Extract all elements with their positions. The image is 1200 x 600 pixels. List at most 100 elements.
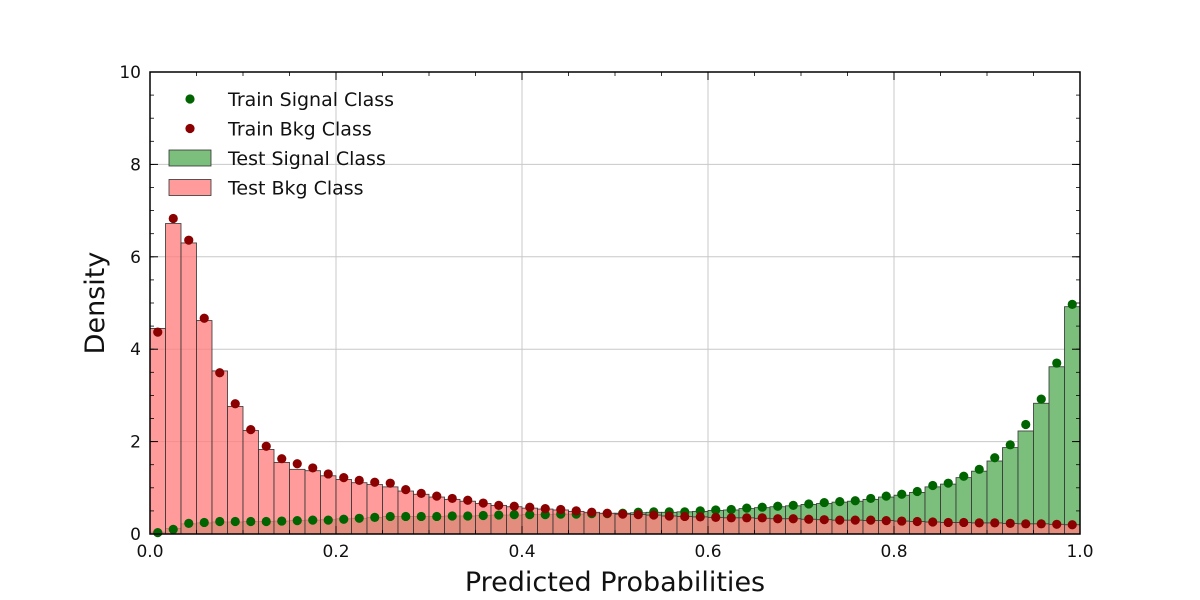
train-bkg-point — [912, 516, 922, 527]
train-signal-point — [261, 516, 271, 527]
train-signal-point — [323, 515, 333, 525]
legend-label: Train Signal Class — [227, 89, 394, 111]
train-bkg-point — [726, 513, 736, 523]
train-signal-point — [726, 504, 736, 515]
legend-swatch — [168, 179, 212, 196]
train-bkg-point — [432, 491, 442, 501]
train-bkg-point — [974, 518, 984, 528]
y-tick-label: 2 — [130, 433, 141, 453]
train-bkg-point — [897, 516, 907, 526]
train-bkg-point — [757, 513, 767, 523]
train-bkg-point — [401, 485, 411, 495]
train-bkg-point — [323, 469, 333, 479]
train-bkg-point — [711, 512, 721, 522]
train-signal-point — [168, 524, 178, 534]
train-signal-point — [478, 510, 488, 521]
train-bkg-point — [199, 313, 209, 323]
train-signal-point — [928, 480, 938, 491]
y-tick-label: 10 — [119, 63, 141, 83]
x-tick-label: 0.0 — [136, 542, 163, 562]
train-bkg-point — [804, 514, 814, 524]
test-bkg-bar — [227, 406, 244, 535]
axis-ticks: 0.0 0.2 0.4 0.6 0.8 1.0 0 2 4 6 8 10 — [119, 63, 1093, 562]
train-bkg-point — [633, 509, 643, 520]
train-signal-point — [974, 464, 984, 474]
train-bkg-point — [928, 517, 938, 527]
train-bkg-point — [680, 511, 690, 522]
legend-label: Train Bkg Class — [227, 119, 372, 141]
test-bkg-bar — [180, 242, 197, 535]
train-signal-point — [804, 499, 814, 509]
x-tick-label: 0.2 — [322, 542, 349, 562]
train-bkg-point — [494, 500, 504, 510]
test-bkg-bar — [165, 223, 182, 535]
x-tick-label: 0.4 — [508, 542, 535, 562]
train-signal-point — [711, 505, 721, 515]
train-bkg-point — [447, 493, 457, 504]
train-signal-point — [447, 511, 457, 521]
y-tick-label: 4 — [130, 340, 141, 360]
train-signal-point — [742, 503, 752, 513]
train-bkg-point — [308, 463, 318, 473]
legend-label: Test Bkg Class — [227, 178, 364, 200]
test-bkg-bar — [382, 486, 399, 535]
legend: Train Signal Class Train Bkg Class Test Si… — [168, 89, 394, 200]
train-signal-point — [308, 515, 318, 525]
train-signal-point — [1067, 299, 1077, 309]
train-bkg-point — [788, 514, 798, 524]
y-axis-label: Density — [80, 252, 111, 355]
train-bkg-point — [587, 507, 597, 517]
train-bkg-point — [339, 473, 349, 483]
train-bkg-point — [773, 514, 783, 524]
test-bkg-bar — [211, 370, 228, 535]
train-signal-point — [215, 516, 225, 527]
test-bkg-bar — [320, 475, 337, 535]
train-bkg-point — [215, 368, 225, 378]
x-axis-label: Predicted Probabilities — [465, 567, 765, 598]
x-tick-label: 0.6 — [694, 542, 721, 562]
legend-marker — [185, 123, 195, 134]
train-signal-point — [463, 511, 473, 521]
train-signal-point — [230, 516, 240, 527]
train-bkg-point — [571, 506, 581, 516]
train-bkg-point — [153, 327, 163, 337]
train-bkg-point — [478, 498, 488, 508]
train-bkg-point — [1052, 519, 1062, 529]
train-bkg-point — [835, 515, 845, 525]
train-bkg-point — [618, 509, 628, 519]
train-signal-point — [401, 511, 411, 522]
train-signal-point — [1036, 394, 1046, 404]
test-signal-bar — [1064, 306, 1081, 535]
test-signal-bar — [1017, 430, 1034, 535]
train-bkg-point — [990, 518, 1000, 528]
train-bkg-point — [292, 459, 302, 469]
train-signal-point — [432, 511, 442, 522]
test-signal-bar — [1033, 402, 1050, 535]
train-bkg-point — [1067, 520, 1077, 530]
train-bkg-point — [664, 511, 674, 521]
train-signal-point — [354, 513, 364, 523]
train-signal-point — [866, 493, 876, 504]
train-bkg-point — [1005, 518, 1015, 528]
train-signal-point — [881, 491, 891, 501]
test-signal-bar — [1048, 366, 1065, 535]
train-bkg-point — [943, 517, 953, 528]
scatter-points — [153, 213, 1077, 538]
train-signal-point — [943, 478, 953, 488]
train-signal-point — [339, 514, 349, 524]
y-tick-label: 0 — [130, 525, 141, 545]
train-bkg-point — [463, 495, 473, 505]
train-bkg-point — [184, 235, 194, 245]
train-bkg-point — [649, 510, 659, 520]
train-signal-point — [199, 517, 209, 528]
train-bkg-point — [370, 477, 380, 487]
train-bkg-point — [1021, 519, 1031, 529]
train-bkg-point — [850, 515, 860, 525]
train-bkg-point — [866, 515, 876, 525]
train-bkg-point — [1036, 519, 1046, 529]
train-signal-point — [959, 471, 969, 481]
train-bkg-point — [959, 517, 969, 528]
train-bkg-point — [385, 478, 395, 488]
train-bkg-point — [742, 513, 752, 523]
